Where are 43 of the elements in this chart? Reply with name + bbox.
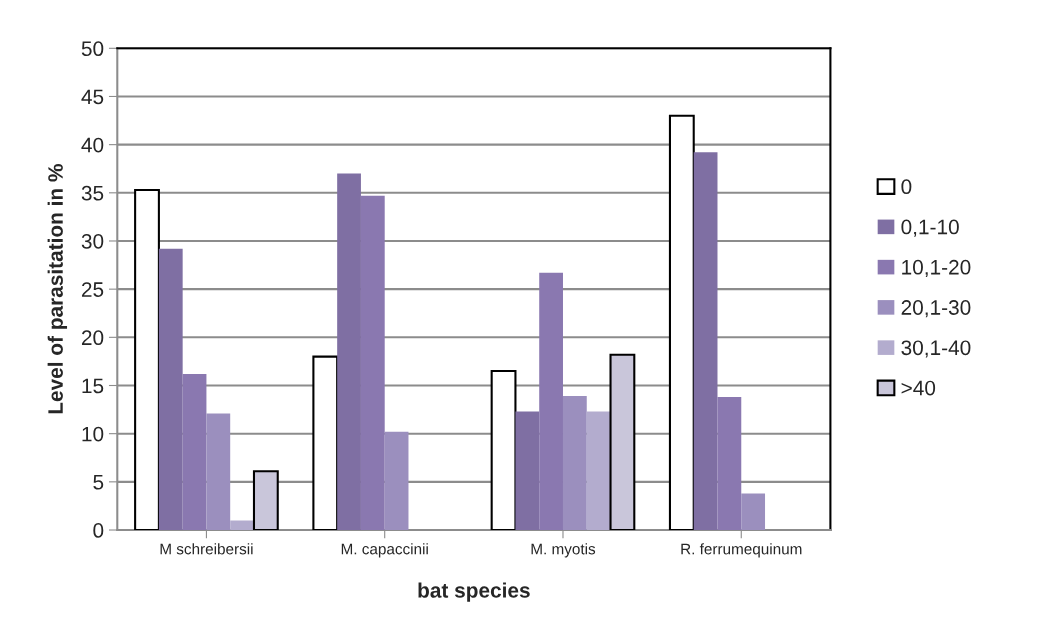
bar (206, 413, 231, 531)
y-tick-label: 25 (81, 282, 104, 297)
bar (515, 411, 540, 531)
y-tick-label: 5 (93, 475, 104, 490)
bar (562, 396, 587, 531)
legend-label: 0,1-10 (901, 219, 959, 237)
y-tick-label: 50 (81, 41, 104, 57)
bar (384, 431, 409, 531)
y-tick-label: 20 (81, 330, 104, 346)
legend-label: >40 (901, 380, 936, 396)
y-tick-label: 35 (81, 185, 104, 201)
bar (490, 370, 517, 531)
x-tick-label: M. capaccinii (341, 543, 428, 558)
bar (360, 195, 385, 531)
legend-label: 30,1-40 (901, 340, 971, 358)
bar (337, 173, 361, 531)
x-tick-label: M schreibersii (160, 543, 253, 555)
bar (134, 188, 160, 531)
y-tick-label: 10 (82, 426, 104, 442)
bar (693, 152, 718, 531)
y-axis-title: Level of parasitation in % (47, 164, 68, 414)
legend-label: 20,1-30 (901, 300, 971, 318)
bar (312, 355, 339, 531)
x-axis-title: bat species (418, 582, 530, 602)
bar (586, 411, 611, 531)
bar (539, 272, 563, 531)
y-tick-label: 45 (81, 89, 104, 105)
bar (717, 397, 742, 531)
x-tick-label: M. myotis (531, 543, 596, 558)
legend-label: 0 (901, 179, 912, 195)
y-tick-label: 40 (81, 137, 104, 153)
bar (609, 353, 636, 531)
bar (158, 248, 183, 531)
y-tick-label: 0 (93, 523, 104, 538)
legend-label: 10,1-20 (902, 259, 971, 278)
bar (668, 114, 695, 531)
bar (252, 470, 279, 531)
bar (230, 520, 254, 531)
bar (741, 493, 766, 531)
y-tick-label: 15 (82, 378, 104, 394)
x-tick-label: R. ferrumequinum (681, 543, 802, 558)
y-tick-label: 30 (81, 233, 104, 249)
bar (182, 373, 207, 531)
